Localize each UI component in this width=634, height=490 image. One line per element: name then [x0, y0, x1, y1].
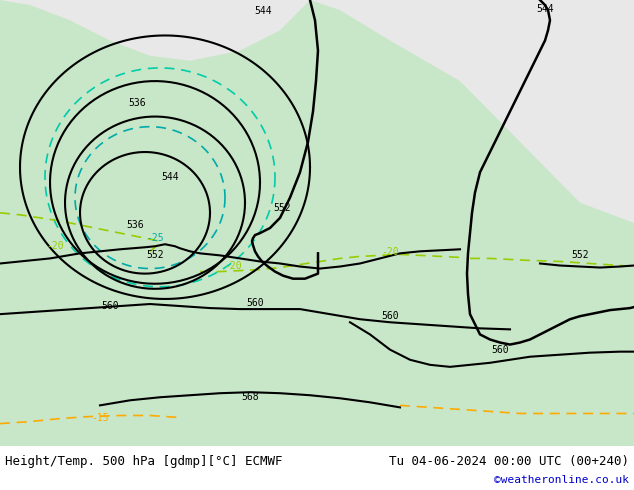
Text: 560: 560 [101, 301, 119, 311]
Text: 560: 560 [381, 311, 399, 321]
Text: 544: 544 [536, 4, 554, 14]
Polygon shape [310, 0, 634, 223]
Polygon shape [0, 0, 310, 61]
Text: -15: -15 [91, 413, 109, 422]
Text: -25: -25 [146, 233, 164, 243]
Text: Tu 04-06-2024 00:00 UTC (00+240): Tu 04-06-2024 00:00 UTC (00+240) [389, 455, 629, 468]
Text: -20: -20 [381, 247, 399, 257]
Text: -20: -20 [224, 261, 242, 270]
Text: 560: 560 [491, 344, 509, 355]
Text: 560: 560 [246, 298, 264, 308]
Text: 544: 544 [254, 6, 272, 16]
Text: -20: -20 [46, 241, 64, 251]
Text: ©weatheronline.co.uk: ©weatheronline.co.uk [494, 475, 629, 485]
Text: 536: 536 [128, 98, 146, 108]
Text: 544: 544 [161, 172, 179, 182]
Text: 568: 568 [241, 392, 259, 402]
Text: Height/Temp. 500 hPa [gdmp][°C] ECMWF: Height/Temp. 500 hPa [gdmp][°C] ECMWF [5, 455, 283, 468]
Text: 552: 552 [571, 250, 589, 260]
Polygon shape [0, 0, 634, 446]
Text: 536: 536 [126, 220, 144, 230]
Text: 552: 552 [273, 203, 291, 213]
Text: 552: 552 [146, 250, 164, 260]
